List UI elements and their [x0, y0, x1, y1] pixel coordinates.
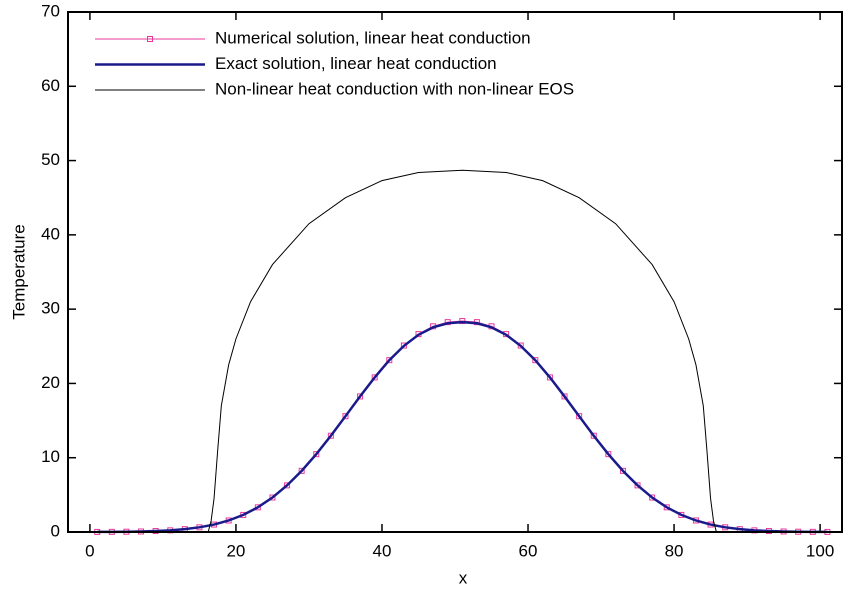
- x-tick-label: 100: [806, 541, 834, 560]
- marker: [546, 374, 553, 381]
- marker: [619, 467, 626, 474]
- y-tick-label: 60: [41, 76, 60, 95]
- y-tick-label: 70: [41, 1, 60, 20]
- y-tick-label: 30: [41, 299, 60, 318]
- marker: [327, 432, 334, 439]
- x-tick-label: 20: [226, 541, 245, 560]
- x-tick-label: 0: [85, 541, 94, 560]
- marker: [459, 318, 466, 325]
- legend-label: Numerical solution, linear heat conducti…: [215, 28, 531, 47]
- marker: [576, 413, 583, 420]
- marker: [634, 482, 641, 489]
- marker: [371, 374, 378, 381]
- y-tick-label: 10: [41, 447, 60, 466]
- plot-frame: [67, 11, 843, 533]
- legend-label: Non-linear heat conduction with non-line…: [215, 79, 574, 98]
- marker: [649, 494, 656, 501]
- y-tick-label: 50: [41, 150, 60, 169]
- marker: [605, 451, 612, 458]
- marker: [269, 494, 276, 501]
- x-tick-label: 60: [519, 541, 538, 560]
- y-tick-label: 40: [41, 224, 60, 243]
- marker: [284, 482, 291, 489]
- x-tick-label: 40: [373, 541, 392, 560]
- legend-marker: [147, 36, 153, 42]
- series-line: [97, 320, 828, 533]
- series-line: [89, 169, 835, 533]
- marker: [561, 393, 568, 400]
- marker: [386, 357, 393, 364]
- y-tick-label: 20: [41, 373, 60, 392]
- marker: [342, 413, 349, 420]
- marker: [357, 393, 364, 400]
- marker: [313, 451, 320, 458]
- marker: [532, 357, 539, 364]
- x-axis-label: x: [459, 568, 468, 587]
- y-tick-label: 0: [51, 521, 60, 540]
- x-tick-label: 80: [665, 541, 684, 560]
- marker: [298, 467, 305, 474]
- series-line: [97, 320, 828, 534]
- y-axis-label: Temperature: [9, 224, 28, 319]
- legend-label: Exact solution, linear heat conduction: [215, 54, 497, 73]
- marker: [590, 432, 597, 439]
